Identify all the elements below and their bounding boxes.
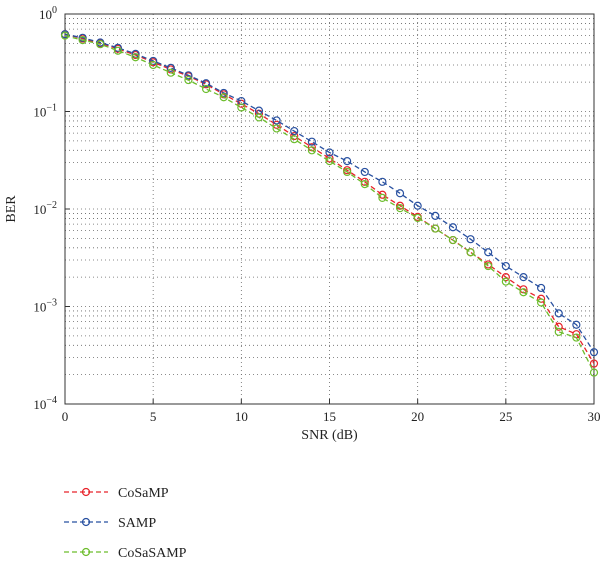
data-point [536,283,546,293]
data-point [272,116,281,125]
data-point [272,124,281,133]
data-point [395,201,405,210]
x-axis-label: SNR (dB) [301,428,358,443]
series-line [64,34,595,373]
y-tick-label: 10−3 [33,298,57,315]
data-point [96,40,105,49]
y-tick-label: 10−2 [33,200,57,217]
data-point [554,309,563,318]
legend-item: CoSaSAMP [64,546,187,561]
legend-item: SAMP [64,516,156,531]
legend: CoSaMP SAMP CoSaSAMP [64,486,187,561]
series-group [60,30,599,377]
data-point [501,261,510,271]
data-point [589,348,599,357]
legend-label: CoSaMP [118,486,169,501]
x-tick-label: 30 [588,409,600,424]
data-point [325,156,334,166]
data-point [201,79,211,88]
data-point [325,148,334,157]
legend-marker [81,487,91,497]
x-tick-label: 5 [150,409,157,424]
data-point [343,167,352,177]
data-point [237,103,246,112]
data-point [343,156,352,166]
data-point [501,277,510,286]
axis-ticks: 0 5 10 15 20 25 30 100 10−1 10−2 10−3 10−4 [33,5,600,424]
x-tick-label: 25 [499,409,512,424]
legend-marker [81,517,91,527]
data-point [431,224,440,233]
data-point [536,294,546,303]
data-point [78,35,87,45]
data-point [290,126,299,136]
data-point [219,88,228,98]
x-tick-label: 10 [235,409,248,424]
data-point [113,46,123,55]
legend-item: CoSaMP [64,486,169,501]
y-tick-label: 10−4 [33,395,57,412]
data-point [290,135,299,144]
data-point [378,177,387,186]
data-point [219,93,228,102]
data-point [431,211,440,220]
data-point [166,68,175,77]
y-tick-label: 10−1 [33,103,57,120]
data-point [395,189,405,198]
data-point [307,137,316,146]
data-point [519,273,528,282]
data-point [78,33,87,42]
data-point [254,113,264,122]
data-point [466,235,475,244]
data-point [448,223,458,232]
data-point [413,213,422,223]
data-point [589,359,599,368]
data-point [413,201,422,210]
data-point [448,235,458,245]
x-tick-label: 0 [62,409,69,424]
data-point [572,333,581,342]
data-point [395,204,405,213]
data-point [113,43,123,52]
data-point [149,60,158,70]
data-point [131,53,140,62]
data-point [466,248,475,257]
data-point [307,146,316,155]
legend-label: SAMP [118,516,156,531]
x-tick-label: 15 [323,409,336,424]
data-point [360,167,369,177]
y-tick-label: 100 [39,5,57,22]
legend-label: CoSaSAMP [118,546,187,561]
y-axis-label: BER [4,195,19,223]
data-point [484,261,493,271]
data-point [184,71,193,80]
data-point [60,31,70,40]
data-point [237,99,246,108]
data-point [589,368,599,377]
series-line [64,33,595,364]
data-point [201,84,211,94]
data-point [290,131,299,141]
grid [65,14,594,404]
data-point [184,75,193,85]
x-tick-label: 20 [411,409,424,424]
data-point [501,273,510,282]
data-point [519,288,528,297]
series-cosasamp [60,31,599,377]
data-point [360,180,369,189]
data-point [536,298,546,307]
data-point [554,327,563,336]
data-point [572,320,581,329]
data-point [378,193,387,202]
data-point [484,248,493,257]
legend-marker [81,547,91,557]
data-point [166,63,175,73]
